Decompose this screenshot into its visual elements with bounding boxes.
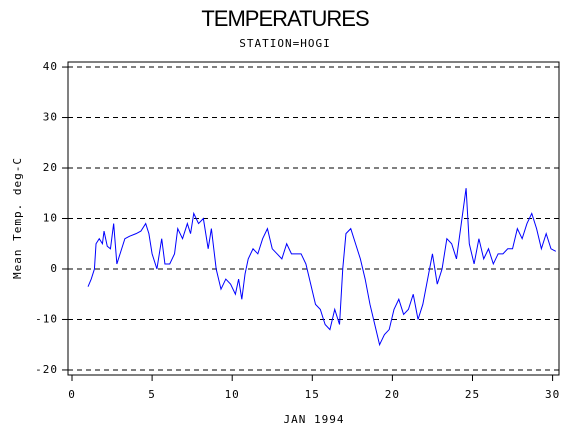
- y-tick-label: 0: [50, 262, 58, 275]
- y-tick-label: 30: [43, 111, 58, 124]
- x-tick-label: 15: [305, 388, 320, 401]
- x-tick-label: 30: [545, 388, 560, 401]
- x-tick-label: 25: [465, 388, 480, 401]
- y-axis-label: Mean Temp. deg-C: [11, 157, 24, 279]
- y-tick-label: -10: [35, 312, 58, 325]
- y-tick-label: 20: [43, 161, 58, 174]
- x-axis-label: JAN 1994: [284, 413, 345, 426]
- temperature-line: [87, 188, 557, 347]
- x-tick-label: 0: [68, 388, 76, 401]
- y-tick-label: -20: [35, 363, 58, 376]
- x-tick-label: 10: [225, 388, 240, 401]
- chart-title: TEMPERATURES: [201, 6, 369, 31]
- x-tick-label: 20: [385, 388, 400, 401]
- y-tick-label: 10: [43, 212, 58, 225]
- x-tick-label: 5: [148, 388, 156, 401]
- y-tick-label: 40: [43, 60, 58, 73]
- chart-subtitle: STATION=HOGI: [239, 37, 330, 50]
